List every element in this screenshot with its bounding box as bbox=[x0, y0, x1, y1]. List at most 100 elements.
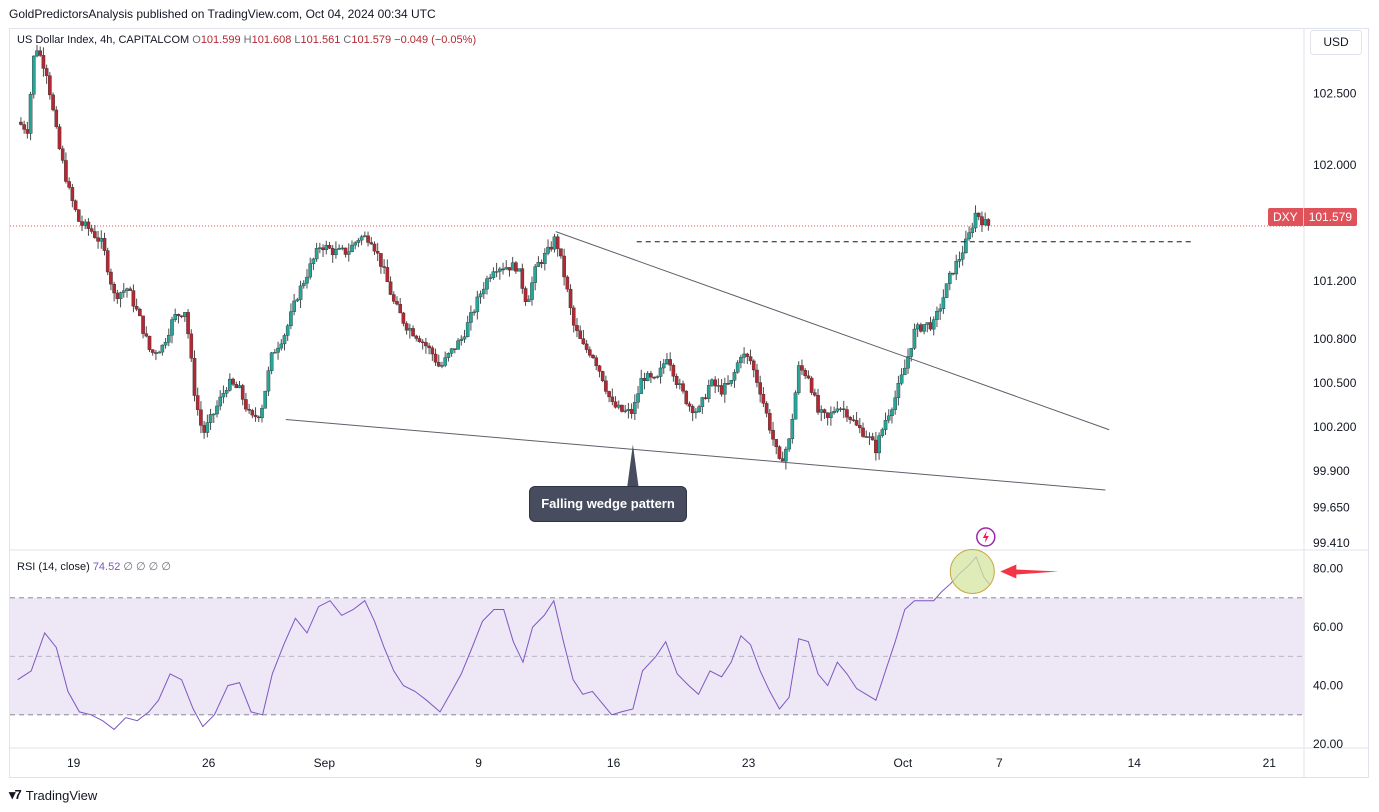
footer-brand[interactable]: ▾7 TradingView bbox=[9, 787, 97, 803]
candle-body[interactable] bbox=[514, 262, 518, 272]
candle-body[interactable] bbox=[125, 288, 129, 291]
candle-body[interactable] bbox=[764, 403, 769, 414]
candle-body[interactable] bbox=[732, 372, 737, 381]
candle-body[interactable] bbox=[571, 307, 576, 326]
candle-body[interactable] bbox=[488, 277, 492, 279]
candle-body[interactable] bbox=[176, 314, 181, 317]
candle-body[interactable] bbox=[838, 408, 843, 410]
candle-body[interactable] bbox=[674, 376, 679, 386]
candle-body[interactable] bbox=[282, 335, 287, 345]
candle-body[interactable] bbox=[208, 414, 213, 423]
candle-body[interactable] bbox=[639, 378, 644, 394]
candle-body[interactable] bbox=[359, 236, 364, 241]
candle-body[interactable] bbox=[964, 238, 968, 254]
candle-body[interactable] bbox=[758, 382, 762, 395]
candle-body[interactable] bbox=[109, 271, 113, 285]
candle-body[interactable] bbox=[948, 272, 952, 284]
candle-body[interactable] bbox=[147, 335, 152, 350]
candle-body[interactable] bbox=[636, 393, 640, 403]
candle-body[interactable] bbox=[591, 355, 595, 358]
candle-body[interactable] bbox=[73, 200, 78, 211]
candle-body[interactable] bbox=[520, 268, 525, 289]
candle-body[interactable] bbox=[459, 338, 464, 342]
candle-body[interactable] bbox=[408, 328, 412, 331]
candle-body[interactable] bbox=[588, 349, 592, 356]
candle-body[interactable] bbox=[832, 411, 836, 413]
candle-body[interactable] bbox=[687, 403, 692, 407]
candle-body[interactable] bbox=[382, 266, 386, 268]
candle-body[interactable] bbox=[661, 363, 666, 369]
candle-body[interactable] bbox=[517, 268, 521, 272]
candle-body[interactable] bbox=[690, 406, 695, 414]
candle-body[interactable] bbox=[205, 422, 210, 433]
candle-body[interactable] bbox=[578, 330, 582, 339]
candle-body[interactable] bbox=[285, 325, 290, 336]
falling-wedge-callout[interactable]: Falling wedge pattern bbox=[529, 486, 687, 522]
candle-body[interactable] bbox=[491, 271, 496, 278]
candle-body[interactable] bbox=[825, 412, 830, 418]
candle-body[interactable] bbox=[919, 324, 923, 332]
candle-body[interactable] bbox=[308, 263, 312, 278]
candle-body[interactable] bbox=[337, 247, 341, 250]
candle-body[interactable] bbox=[774, 439, 779, 448]
candle-body[interactable] bbox=[546, 246, 550, 254]
candle-body[interactable] bbox=[99, 238, 104, 242]
trendline-wedge-lower[interactable] bbox=[285, 418, 1106, 491]
candle-body[interactable] bbox=[22, 124, 26, 130]
candle-body[interactable] bbox=[414, 335, 419, 339]
candle-body[interactable] bbox=[391, 294, 396, 302]
candle-body[interactable] bbox=[321, 247, 325, 251]
candle-body[interactable] bbox=[742, 353, 746, 358]
candle-body[interactable] bbox=[909, 348, 914, 357]
candle-body[interactable] bbox=[276, 347, 280, 353]
candle-body[interactable] bbox=[83, 221, 88, 226]
candle-body[interactable] bbox=[710, 379, 714, 386]
candle-body[interactable] bbox=[800, 365, 804, 371]
candle-body[interactable] bbox=[655, 376, 660, 378]
trendline-wedge-upper[interactable] bbox=[555, 231, 1110, 431]
candle-body[interactable] bbox=[944, 283, 949, 298]
candle-body[interactable] bbox=[925, 322, 930, 325]
candle-body[interactable] bbox=[877, 435, 881, 454]
rsi-title[interactable]: RSI (14, close) bbox=[17, 561, 90, 573]
candle-body[interactable] bbox=[645, 373, 650, 381]
candle-body[interactable] bbox=[465, 322, 470, 337]
candle-body[interactable] bbox=[906, 356, 910, 369]
candle-body[interactable] bbox=[671, 364, 676, 377]
candle-body[interactable] bbox=[218, 396, 223, 407]
candle-body[interactable] bbox=[713, 379, 717, 387]
candle-body[interactable] bbox=[960, 252, 965, 260]
candle-body[interactable] bbox=[19, 121, 23, 125]
candle-body[interactable] bbox=[417, 338, 422, 343]
candle-body[interactable] bbox=[369, 242, 374, 245]
candle-body[interactable] bbox=[941, 297, 946, 310]
candle-body[interactable] bbox=[189, 333, 194, 359]
candle-body[interactable] bbox=[157, 351, 161, 354]
candle-body[interactable] bbox=[298, 285, 303, 300]
candle-body[interactable] bbox=[247, 408, 251, 411]
candle-body[interactable] bbox=[851, 419, 856, 421]
candle-body[interactable] bbox=[353, 242, 357, 246]
candle-body[interactable] bbox=[616, 404, 621, 408]
candle-body[interactable] bbox=[305, 276, 309, 284]
candle-body[interactable] bbox=[748, 356, 753, 362]
candle-body[interactable] bbox=[427, 345, 431, 349]
candle-body[interactable] bbox=[796, 365, 801, 393]
candle-body[interactable] bbox=[729, 380, 734, 384]
candle-body[interactable] bbox=[327, 245, 332, 249]
candle-body[interactable] bbox=[526, 299, 531, 302]
candle-body[interactable] bbox=[478, 293, 483, 298]
candle-body[interactable] bbox=[970, 227, 975, 233]
candle-body[interactable] bbox=[967, 232, 971, 240]
candle-body[interactable] bbox=[954, 261, 959, 275]
candle-body[interactable] bbox=[279, 343, 284, 349]
candle-body[interactable] bbox=[739, 357, 743, 363]
candle-body[interactable] bbox=[870, 436, 875, 441]
candle-body[interactable] bbox=[260, 407, 264, 419]
candle-body[interactable] bbox=[446, 353, 451, 358]
symbol-title[interactable]: US Dollar Index, 4h, CAPITALCOM bbox=[17, 34, 190, 46]
candle-body[interactable] bbox=[780, 458, 785, 462]
candle-body[interactable] bbox=[121, 290, 126, 293]
candle-body[interactable] bbox=[973, 212, 978, 229]
candle-body[interactable] bbox=[420, 341, 425, 344]
